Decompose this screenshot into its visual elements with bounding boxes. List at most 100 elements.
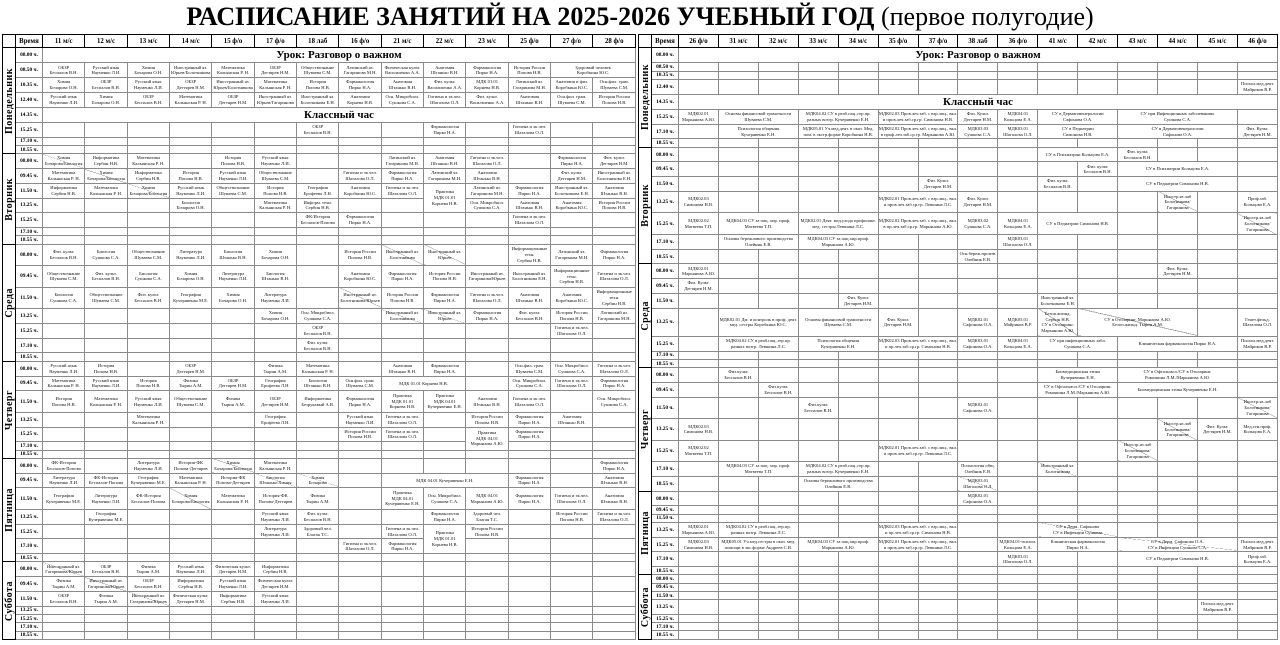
lesson-cell	[169, 153, 213, 170]
lesson-cell	[877, 630, 919, 640]
lesson-cell: Анатомия Штанько В.Н.	[507, 91, 552, 108]
lesson-cell	[1077, 190, 1119, 214]
lesson-cell	[507, 136, 552, 147]
lesson-cell	[550, 426, 594, 443]
lesson-cell	[1037, 599, 1079, 615]
lesson-cell	[877, 358, 919, 369]
lesson-cell: Проф.заб. Кольцова Е.А.	[1236, 551, 1279, 568]
lesson-cell	[837, 176, 879, 192]
day-label: Четверг	[638, 367, 652, 492]
lesson-cell: Иностранный яз. Болотникова Е.Н.	[550, 182, 594, 199]
lesson-cell	[757, 248, 799, 265]
group-column-header: 35 ф/о	[877, 34, 919, 48]
lesson-cell	[917, 248, 959, 265]
lesson-cell: МДК03.01 Шаталова О.Л.	[997, 551, 1039, 568]
lesson-cell	[757, 263, 799, 280]
lesson-cell	[797, 590, 839, 601]
lesson-cell	[169, 605, 213, 615]
lesson-cell	[957, 505, 999, 515]
schedule-table-right-host: Время 26 ф/о 31 м/с 32 м/с 33 м/с 34 м/с 35 ф/…	[638, 34, 1279, 640]
lesson-cell	[465, 538, 509, 555]
lesson-cell	[338, 322, 382, 339]
lesson-cell	[211, 360, 255, 377]
lesson-cell	[1077, 62, 1119, 72]
lesson-cell	[1236, 566, 1279, 576]
lesson-cell: Латинский яз. Гагаринова М.Н.	[592, 308, 636, 324]
lesson-cell	[1117, 521, 1159, 538]
lesson-cell	[1236, 461, 1279, 477]
lesson-cell	[211, 212, 255, 229]
lesson-cell	[253, 441, 298, 451]
lesson-cell	[1236, 358, 1279, 369]
lesson-cell: Психология общ. Олейник Е.В.	[957, 461, 999, 477]
lesson-cell	[550, 561, 594, 578]
lesson-cell	[1236, 505, 1279, 515]
lesson-cell	[957, 367, 999, 383]
lesson-cell	[877, 278, 919, 294]
lesson-cell: Фармакология Пирко Н.А.	[423, 360, 467, 377]
group-column-header: 22 м/с	[423, 34, 467, 48]
lesson-cell	[877, 176, 919, 192]
day-label: Среда	[2, 243, 16, 362]
lesson-cell: История России Попова Н.В.	[338, 243, 382, 267]
lesson-cell	[957, 613, 999, 624]
lesson-cell	[253, 136, 298, 147]
lesson-cell	[550, 472, 594, 489]
lesson-cell: Физическая культ. Дегтярев Н.М.	[169, 590, 213, 607]
lesson-cell	[877, 505, 919, 515]
lesson-cell	[957, 350, 999, 360]
time-cell: 17.10 ч.	[651, 622, 679, 632]
lesson-cell	[1117, 138, 1159, 148]
lesson-cell: Фармакология Пирко Н.А.	[465, 308, 509, 324]
lesson-cell	[757, 590, 799, 601]
lesson-cell	[592, 145, 636, 155]
lesson-cell	[338, 360, 382, 377]
lesson-cell: МДК02.01 Сафонова О.А.	[957, 490, 999, 507]
group-column-header: 46 ф/о	[1236, 34, 1279, 48]
time-cell: 17.10 ч.	[15, 337, 43, 354]
lesson-cell	[41, 622, 86, 632]
lesson-cell	[84, 538, 128, 555]
time-cell: 08.00 ч.	[651, 574, 679, 584]
lesson-cell: МДК04.02 СУ в реаб.пац.,гер.пр. разных в…	[717, 521, 799, 538]
lesson-cell	[84, 322, 128, 339]
group-column-header: 41 м/с	[1037, 34, 1079, 48]
lesson-cell	[1196, 566, 1238, 576]
lesson-cell	[757, 62, 799, 72]
lesson-cell: Фармакология Пирко Н.А.	[380, 538, 425, 555]
lesson-cell: Биомедицинская этика Кучерявенко Е.Н.	[1117, 381, 1238, 398]
lesson-cell: СУ в Педиатрии Симонова Н.В.	[1117, 551, 1238, 568]
group-column-header: 37 ф/о	[917, 34, 959, 48]
lesson-cell	[507, 630, 552, 640]
lesson-cell: Гигиена и эк.чел. Шаталова О.Л.	[380, 411, 425, 428]
lesson-cell	[717, 490, 759, 507]
lesson-cell	[380, 322, 425, 339]
lesson-cell	[797, 263, 839, 280]
lesson-cell	[717, 161, 759, 178]
lesson-cell	[1117, 599, 1159, 615]
day-label-text: Пятница	[639, 511, 651, 555]
lesson-cell	[797, 70, 839, 80]
lesson-cell	[253, 449, 298, 459]
lesson-cell: Информатика Сербин Н.В.	[126, 168, 171, 184]
lesson-cell: Физ. культ. Беспалов В.Н.	[126, 286, 171, 310]
lesson-cell: МДК02.03 Симонова Н.В.	[678, 536, 719, 553]
lesson-cell	[1157, 622, 1198, 632]
lesson-cell	[877, 622, 919, 632]
lesson-cell	[717, 138, 759, 148]
lesson-cell: Латинский яз. Гагаринова М.Н.	[507, 77, 552, 93]
lesson-cell	[296, 265, 340, 288]
lesson-cell	[797, 490, 839, 507]
lesson-cell: Осн.фил. грам. Шуваева С.М.	[550, 91, 594, 108]
lesson-cell: Фармакология Пирко Н.А.	[338, 77, 382, 93]
lesson-cell: Химия Бочарова О.Н.	[211, 286, 255, 310]
lesson-cell	[592, 561, 636, 578]
lesson-cell	[1196, 590, 1238, 601]
lesson-cell	[423, 352, 467, 362]
lesson-cell	[717, 381, 759, 398]
lesson-cell: Физическая культ. Васильченко А.А.	[380, 62, 425, 79]
lesson-cell	[169, 449, 213, 459]
lesson-cell: МДК 01.01 Корнева Н.В.	[465, 77, 509, 93]
time-cell: 12.40 ч.	[651, 78, 679, 95]
lesson-cell	[507, 227, 552, 237]
